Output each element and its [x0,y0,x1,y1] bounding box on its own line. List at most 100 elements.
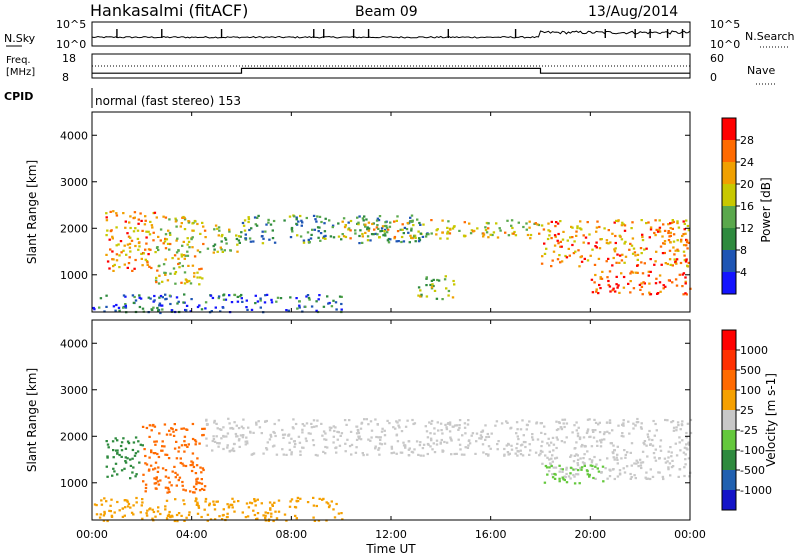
data-cell [354,232,357,235]
data-cell [226,432,230,435]
data-cell [235,424,238,427]
data-cell [684,292,687,295]
data-cell [571,236,574,239]
data-cell [365,218,368,221]
data-cell [186,243,189,246]
data-cell [330,500,333,503]
data-cell [153,299,156,302]
data-cell [556,438,559,441]
data-cell [386,419,389,422]
data-cell [675,426,678,429]
data-cell [607,242,610,245]
data-cell [379,438,382,441]
data-cell [552,449,555,452]
data-cell [331,224,335,227]
data-cell [599,276,602,279]
data-cell [324,234,327,237]
data-cell [112,305,116,308]
data-cell [648,236,651,239]
data-cell [553,477,557,480]
data-cell [168,294,172,297]
data-cell [661,252,665,255]
data-cell [480,435,484,439]
data-cell [387,237,391,241]
data-cell [335,502,338,506]
data-cell [167,457,171,460]
data-cell [541,440,544,443]
data-cell [294,506,298,509]
data-cell [277,510,281,513]
data-cell [337,512,341,515]
data-cell [579,256,582,259]
noise-left-tick-top: 10^5 [56,18,86,31]
data-cell [595,241,598,244]
data-cell [602,433,606,436]
data-cell [496,236,500,239]
data-cell [281,448,284,451]
data-cell [205,422,209,426]
data-cell [225,242,228,245]
data-cell [239,295,242,298]
data-cell [571,243,574,247]
data-cell [378,453,381,456]
data-cell [613,221,616,224]
data-cell [164,508,167,511]
data-cell [237,439,241,442]
data-cell [118,509,121,512]
data-cell [189,282,193,285]
data-cell [154,487,157,490]
data-cell [569,472,572,475]
data-cell [170,309,174,312]
data-cell [445,287,448,290]
data-cell [463,453,466,456]
data-cell [190,460,193,463]
data-cell [293,440,296,443]
data-cell [594,273,597,277]
data-cell [445,428,449,431]
data-cell [683,446,687,449]
data-cell [620,238,624,241]
data-cell [166,491,169,494]
data-cell [536,438,540,441]
data-cell [336,430,339,433]
data-cell [354,229,357,232]
data-cell [421,235,425,238]
data-cell [258,426,262,429]
data-cell [663,242,666,245]
data-cell [487,227,490,230]
data-cell [181,462,184,465]
data-cell [641,239,645,242]
data-cell [323,222,326,225]
data-cell [606,430,609,433]
data-cell [450,453,453,456]
data-cell [192,485,196,488]
data-cell [220,240,223,243]
data-cell [247,218,251,221]
data-cell [328,504,331,507]
data-cell [411,220,414,223]
data-cell [298,306,301,309]
data-cell [182,464,185,467]
data-cell [111,237,114,240]
data-cell [419,289,422,292]
data-cell [131,457,134,460]
data-cell [145,260,149,263]
data-cell [562,422,565,425]
data-cell [152,452,156,455]
data-cell [222,513,225,517]
data-cell [672,240,676,243]
data-cell [559,426,562,429]
data-cell [306,231,310,234]
data-cell [126,266,129,269]
data-cell [649,258,652,261]
data-cell [586,430,589,433]
data-cell [489,447,492,450]
data-cell [441,450,444,453]
data-cell [161,449,164,452]
data-cell [551,454,554,457]
data-cell [148,456,151,459]
data-cell [613,248,616,251]
data-cell [299,497,302,500]
data-cell [161,296,164,299]
data-cell [663,457,667,460]
